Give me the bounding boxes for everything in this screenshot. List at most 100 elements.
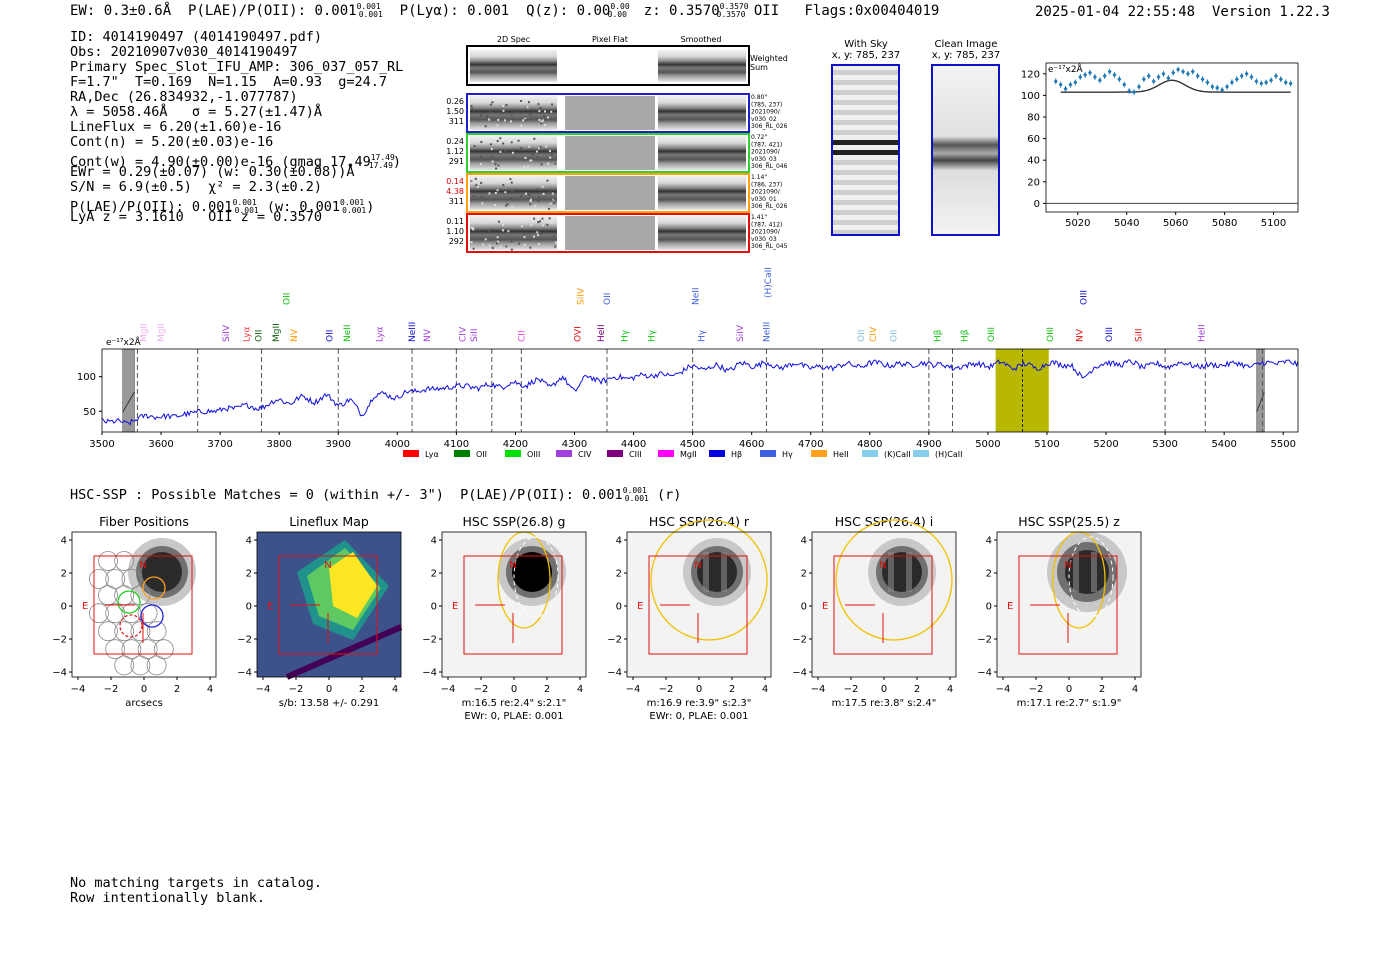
noise-pixel xyxy=(491,101,494,104)
noise-pixel xyxy=(506,203,509,206)
noise-pixel xyxy=(524,118,527,121)
info-id: ID: 4014190497 (4014190497.pdf) xyxy=(70,29,322,45)
zoom-point xyxy=(1132,89,1137,95)
hsc-ytick-label: 0 xyxy=(431,602,437,613)
fiber-circle xyxy=(114,655,135,676)
hsc-ytick-label: 2 xyxy=(246,569,252,580)
noise-pixel xyxy=(538,195,541,198)
line-label: HeII xyxy=(1198,324,1208,342)
zoom-ylabel: e⁻¹⁷x2Å xyxy=(1048,63,1084,75)
noise-pixel xyxy=(529,246,532,249)
noise-pixel xyxy=(502,224,505,227)
noise-pixel xyxy=(547,116,550,119)
noise-pixel xyxy=(549,222,552,225)
zoom-ytick-label: 100 xyxy=(1021,91,1040,102)
info-lya-z: LyA z = 3.1610 OII z = 0.3570 xyxy=(70,209,322,225)
zoom-ytick-label: 120 xyxy=(1021,69,1040,80)
noise-pixel xyxy=(480,238,483,241)
noise-pixel xyxy=(548,191,551,194)
hsc-caption: arcsecs xyxy=(125,698,163,709)
zoom-xtick-label: 5060 xyxy=(1163,218,1188,229)
hsc-panel-img_i: HSC SSP(26.4) i N E −4 4 −2 2 0 0 2 −2 4 −4 m:17.5 re… xyxy=(792,514,957,709)
cutout-left-label: 0.26 xyxy=(446,97,464,106)
sky-stripe xyxy=(832,160,899,165)
noise-pixel xyxy=(520,225,523,228)
hsc-panel-img_z: HSC SSP(25.5) z N E −4 4 −2 2 0 0 2 −2 4 −4 m:17.1 re… xyxy=(977,514,1142,709)
noise-pixel xyxy=(488,152,491,155)
noise-pixel xyxy=(540,122,543,125)
noise-pixel xyxy=(501,104,504,107)
hsc-ytick-label: −2 xyxy=(977,635,992,646)
legend-label: Hβ xyxy=(731,450,742,459)
footer-line-2: Row intentionally blank. xyxy=(70,890,266,906)
cutout-frame xyxy=(466,133,750,173)
line-label: NV xyxy=(423,328,433,342)
hsc-ytick-label: 2 xyxy=(616,569,622,580)
noise-pixel xyxy=(531,153,534,156)
noise-pixel xyxy=(512,157,515,160)
noise-pixel xyxy=(491,155,494,158)
hsc-xtick-label: −4 xyxy=(626,684,641,695)
noise-pixel xyxy=(537,243,540,246)
hsc-ytick-label: −4 xyxy=(52,668,67,679)
noise-pixel xyxy=(490,111,493,114)
cutout-box xyxy=(833,555,933,655)
line-label: OIII xyxy=(1080,290,1090,305)
contw-lower: 17.49 xyxy=(368,161,393,170)
cutout-left-label: 311 xyxy=(449,117,464,126)
hsc-xtick-label: 2 xyxy=(359,684,365,695)
line-label: Hγ xyxy=(697,329,707,342)
noise-pixel xyxy=(502,142,505,145)
noise-pixel xyxy=(554,162,557,165)
spectrum-xtick-label: 5300 xyxy=(1152,439,1177,450)
sky-stripe xyxy=(832,200,899,205)
noise-pixel xyxy=(517,139,520,142)
noise-pixel xyxy=(526,165,529,168)
noise-pixel xyxy=(537,200,540,203)
spectrum-ylabel: e⁻¹⁷x2Å xyxy=(106,336,142,348)
zoom-point xyxy=(1053,78,1058,84)
noise-pixel xyxy=(553,235,556,238)
line-label: OVI xyxy=(573,326,583,342)
line-label: MgII xyxy=(139,323,149,342)
hsc-panel-title: Lineflux Map xyxy=(289,514,369,529)
hsc-ytick-label: 2 xyxy=(986,569,992,580)
cutout-right-label: (787, 421) xyxy=(751,141,782,148)
noise-pixel xyxy=(486,115,489,118)
cutout-right-label: 1.41" xyxy=(751,214,767,221)
masked-band xyxy=(122,348,135,433)
hsc-ytick-label: 4 xyxy=(801,536,807,547)
zoom-ytick-label: 80 xyxy=(1027,112,1040,123)
noise-pixel xyxy=(503,119,506,122)
zoom-plot-frame xyxy=(1045,62,1299,213)
sky-stripe xyxy=(832,90,899,95)
cutout-box xyxy=(1018,555,1118,655)
noise-pixel xyxy=(523,243,526,246)
noise-pixel xyxy=(546,238,549,241)
line-label: NeIII xyxy=(408,322,418,342)
noise-pixel xyxy=(548,217,551,220)
dashed-ellipse xyxy=(513,536,559,618)
zoom-point xyxy=(1127,88,1132,94)
info-obs: Obs: 20210907v030_4014190497 xyxy=(70,44,298,60)
noise-pixel xyxy=(553,202,556,205)
with-sky-frame xyxy=(831,64,900,236)
noise-pixel xyxy=(526,106,529,109)
clean-image-title: Clean Image xyxy=(935,39,998,50)
hsc-ytick-label: −4 xyxy=(607,668,622,679)
noise-pixel xyxy=(535,150,538,153)
noise-pixel xyxy=(491,160,494,163)
hsc-ytick-label: 0 xyxy=(801,602,807,613)
noise-pixel xyxy=(502,184,505,187)
flux-peak xyxy=(329,552,377,618)
noise-pixel xyxy=(539,102,542,105)
zoom-point xyxy=(1239,73,1244,79)
sky-stripe xyxy=(832,150,899,155)
noise-pixel xyxy=(511,151,514,154)
noise-pixel xyxy=(547,207,550,210)
legend-swatch xyxy=(811,450,827,457)
zoom-xtick-label: 5100 xyxy=(1261,218,1286,229)
cutout-smoothed xyxy=(658,216,746,250)
noise-pixel xyxy=(536,188,539,191)
